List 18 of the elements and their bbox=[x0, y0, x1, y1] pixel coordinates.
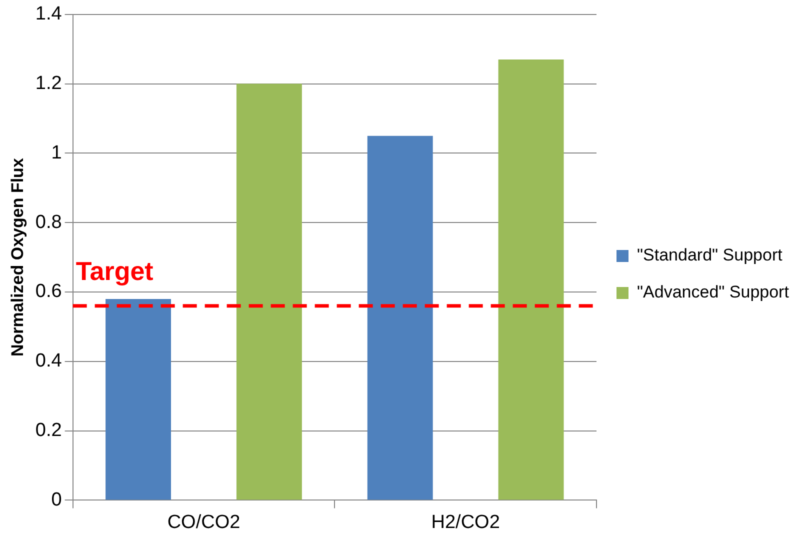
y-tick-label: 1.4 bbox=[35, 4, 62, 25]
y-tick-label: 0 bbox=[51, 489, 62, 510]
y-axis-title: Normalized Oxygen Flux bbox=[8, 158, 27, 356]
legend-label: "Standard" Support bbox=[637, 246, 783, 265]
bar bbox=[367, 136, 433, 500]
bar bbox=[236, 84, 302, 500]
y-tick-label: 0.2 bbox=[35, 420, 62, 442]
bar bbox=[106, 298, 172, 500]
x-tick-label: H2/CO2 bbox=[431, 512, 500, 533]
x-tick-label: CO/CO2 bbox=[167, 512, 240, 533]
legend-label: "Advanced" Support bbox=[637, 282, 790, 302]
y-tick-label: 0.8 bbox=[35, 212, 62, 233]
y-tick-label: 1.2 bbox=[35, 73, 62, 94]
ref-line-label: Target bbox=[76, 256, 154, 286]
y-tick-label: 1 bbox=[51, 142, 62, 164]
y-tick-label: 0.6 bbox=[35, 281, 62, 302]
y-tick-label: 0.4 bbox=[35, 350, 62, 372]
bar bbox=[498, 60, 564, 500]
